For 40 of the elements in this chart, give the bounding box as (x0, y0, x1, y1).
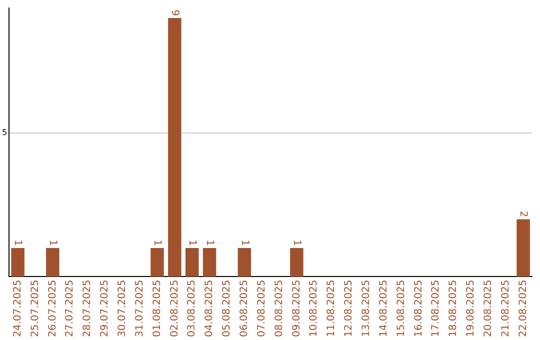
x-tick-label: 25.07.2025 (30, 280, 41, 338)
x-tick-label: 02.08.2025 (169, 280, 180, 338)
x-tick-label: 20.08.2025 (483, 280, 494, 338)
x-tick-label: 03.08.2025 (186, 280, 198, 338)
data-label: 1 (47, 240, 58, 246)
data-label: 1 (152, 240, 163, 246)
x-tick-label: 31.07.2025 (134, 280, 146, 338)
x-tick-label: 15.08.2025 (396, 280, 407, 338)
y-tick-label: 5 (2, 128, 8, 138)
x-tick-label: 26.07.2025 (47, 280, 58, 338)
data-label: 9 (169, 10, 180, 16)
x-tick-label: 22.08.2025 (518, 280, 529, 338)
x-tick-label: 07.08.2025 (256, 280, 268, 338)
data-label: 1 (238, 240, 250, 246)
x-tick-label: 01.08.2025 (152, 280, 163, 338)
x-tick-label: 19.08.2025 (466, 280, 477, 338)
data-label: 1 (186, 240, 198, 246)
x-tick-label: 11.08.2025 (326, 280, 338, 338)
x-tick-label: 10.08.2025 (308, 280, 320, 338)
data-label: 1 (204, 240, 215, 246)
x-tick-label: 18.08.2025 (448, 280, 460, 338)
x-tick-label: 27.07.2025 (64, 280, 76, 338)
x-tick-label: 13.08.2025 (361, 280, 372, 338)
x-tick-label: 09.08.2025 (291, 280, 302, 338)
x-tick-label: 16.08.2025 (413, 280, 424, 338)
x-tick-label: 30.07.2025 (116, 280, 128, 338)
x-tick-label: 14.08.2025 (378, 280, 390, 338)
x-tick-label: 04.08.2025 (204, 280, 216, 338)
x-tick-label: 08.08.2025 (274, 280, 285, 338)
x-tick-label: 24.07.2025 (12, 280, 24, 338)
x-tick-label: 29.07.2025 (100, 280, 111, 338)
x-tick-label: 05.08.2025 (222, 280, 233, 338)
x-tick-label: 21.08.2025 (500, 280, 512, 338)
x-tick-label: 17.08.2025 (430, 280, 442, 338)
x-tick-label: 28.07.2025 (82, 280, 94, 338)
data-label: 1 (291, 240, 302, 246)
data-label: 2 (518, 210, 529, 218)
x-tick-label: 06.08.2025 (238, 280, 250, 338)
x-tick-label: 12.08.2025 (344, 280, 355, 338)
data-label: 1 (12, 240, 24, 246)
